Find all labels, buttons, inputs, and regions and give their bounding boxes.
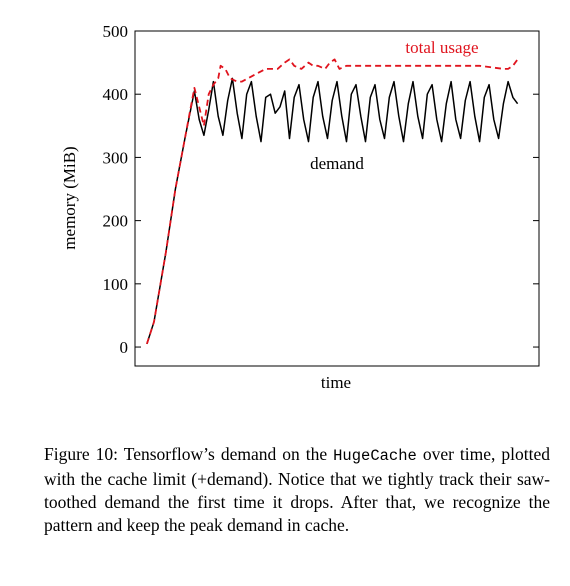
plot-frame bbox=[134, 30, 540, 367]
series-line-demand bbox=[146, 77, 519, 345]
memory-chart: 0 100 200 300 400 500 total usage demand time… bbox=[60, 22, 540, 392]
y-tick-label-400: 400 bbox=[103, 85, 129, 104]
series-line-total-usage bbox=[146, 58, 519, 345]
caption-prefix: Figure 10: Tensorflow’s demand on the bbox=[44, 444, 334, 464]
y-tick-label-500: 500 bbox=[103, 22, 129, 41]
y-axis-ticks: 0 100 200 300 400 500 bbox=[103, 22, 539, 357]
y-tick-label-0: 0 bbox=[120, 338, 129, 357]
y-tick-label-300: 300 bbox=[103, 148, 129, 167]
figure-caption: Figure 10: Tensorflow’s demand on the Hu… bbox=[44, 443, 550, 537]
y-axis-title: memory (MiB) bbox=[60, 146, 79, 249]
x-axis-title: time bbox=[321, 373, 351, 392]
series-layer bbox=[146, 58, 519, 345]
caption-suffix: over time, plotted with the cache limit … bbox=[44, 444, 550, 535]
total-usage-annotation: total usage bbox=[405, 38, 478, 57]
caption-code: HugeCache bbox=[333, 447, 417, 465]
y-tick-label-100: 100 bbox=[103, 275, 129, 294]
demand-annotation: demand bbox=[310, 154, 364, 173]
y-tick-label-200: 200 bbox=[103, 212, 129, 231]
